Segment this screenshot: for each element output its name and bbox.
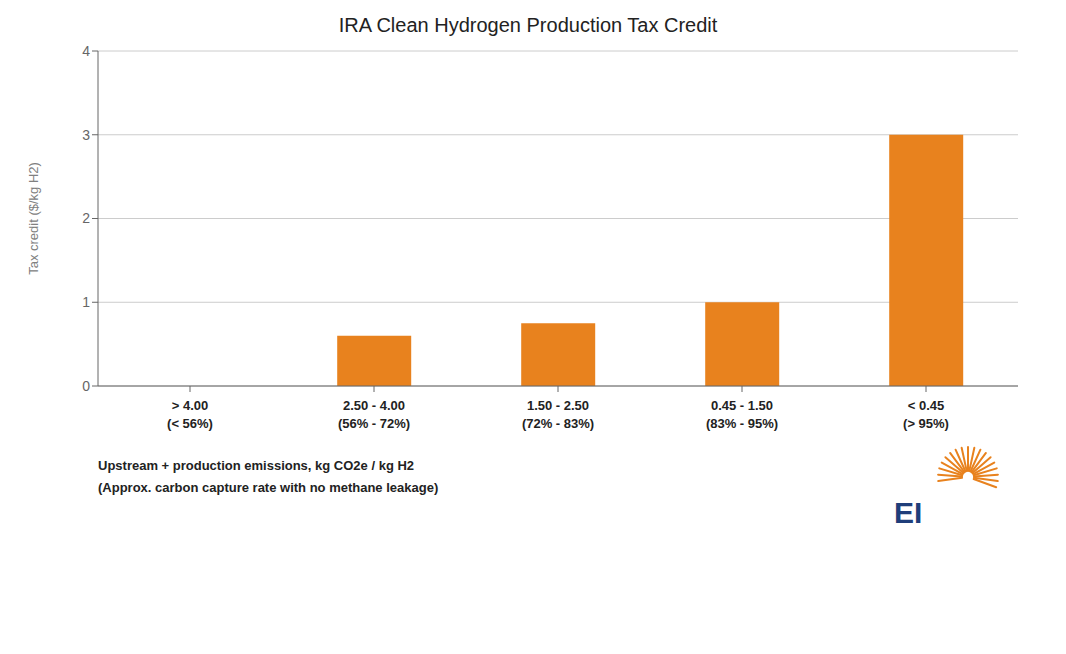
svg-text:0: 0 (82, 378, 90, 394)
svg-text:1.50 - 2.50(72% - 83%): 1.50 - 2.50(72% - 83%) (522, 398, 594, 431)
svg-text:> 4.00(< 56%): > 4.00(< 56%) (167, 398, 213, 431)
html-text:IRA Clean Hydrogen Production: IRA Clean Hydrogen Production Tax Credit (338, 14, 718, 36)
svg-text:< 0.45(> 95%): < 0.45(> 95%) (903, 398, 949, 431)
svg-text:EI: EI (894, 496, 922, 529)
svg-text:Tax credit ($/kg H2): Tax credit ($/kg H2) (26, 162, 41, 275)
svg-text:2: 2 (82, 210, 90, 226)
html-text:Upstream + production emission: Upstream + production emissions, kg CO2e… (98, 458, 415, 473)
svg-text:4: 4 (82, 43, 90, 59)
svg-text:1: 1 (82, 294, 90, 310)
svg-text:3: 3 (82, 127, 90, 143)
html-text:(Approx. carbon capture rate w: (Approx. carbon capture rate with no met… (98, 480, 439, 495)
svg-text:2.50 - 4.00(56% - 72%): 2.50 - 4.00(56% - 72%) (338, 398, 410, 431)
svg-text:0.45 - 1.50(83% - 95%): 0.45 - 1.50(83% - 95%) (706, 398, 778, 431)
